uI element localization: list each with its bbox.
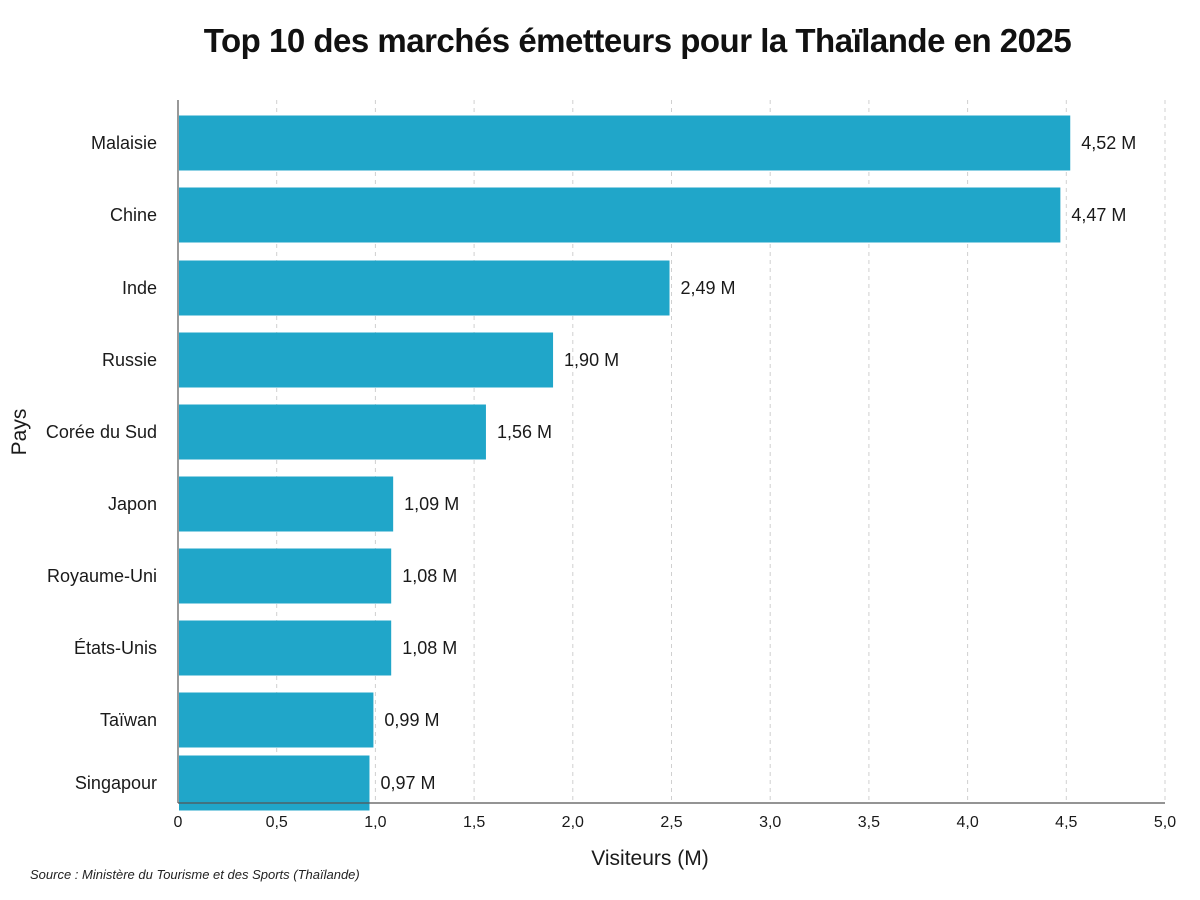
x-tick-label: 4,0 [956, 814, 978, 831]
bar-value-label: 4,52 M [1081, 133, 1136, 153]
category-label: Inde [122, 278, 157, 298]
x-tick-label: 2,5 [660, 814, 682, 831]
x-tick-label: 0,5 [266, 814, 288, 831]
category-label: États-Unis [74, 638, 157, 658]
bar-value-label: 0,99 M [384, 710, 439, 730]
bar [179, 476, 394, 532]
x-tick-label: 3,0 [759, 814, 781, 831]
category-label: Chine [110, 205, 157, 225]
bar [179, 187, 1061, 243]
bar-value-label: 1,08 M [402, 638, 457, 658]
category-label: Taïwan [100, 710, 157, 730]
labels: 0 0,5 1,0 1,5 2,0 2,5 3,0 3,5 4,0 4,5 5,0 Malaisie 4… [46, 133, 1176, 831]
bar-value-label: 1,08 M [402, 566, 457, 586]
x-tick-label: 4,5 [1055, 814, 1077, 831]
source-note: Source : Ministère du Tourisme et des Sp… [30, 867, 360, 882]
x-tick-label: 0 [174, 814, 183, 831]
x-axis-title: Visiteurs (M) [591, 847, 708, 870]
chart-title: Top 10 des marchés émetteurs pour la Tha… [203, 22, 1072, 59]
category-label: Russie [102, 350, 157, 370]
x-tick-label: 5,0 [1154, 814, 1176, 831]
bar-value-label: 1,90 M [564, 350, 619, 370]
category-label: Corée du Sud [46, 422, 157, 442]
bars [179, 115, 1071, 811]
bar-value-label: 2,49 M [681, 278, 736, 298]
bar [179, 620, 392, 676]
bar [179, 755, 370, 811]
category-label: Japon [108, 494, 157, 514]
gridlines [276, 100, 1166, 803]
bar [179, 404, 486, 460]
x-tick-label: 1,0 [364, 814, 386, 831]
x-tick-label: 2,0 [562, 814, 584, 831]
bar [179, 332, 554, 388]
bar [179, 692, 374, 748]
y-axis-title: Pays [8, 409, 31, 456]
bar [179, 548, 392, 604]
axes [177, 100, 1165, 804]
bar-value-label: 1,56 M [497, 422, 552, 442]
category-label: Royaume-Uni [47, 566, 157, 586]
bar-value-label: 0,97 M [380, 773, 435, 793]
category-label: Singapour [75, 773, 157, 793]
bar [179, 115, 1071, 171]
bar-value-label: 1,09 M [404, 494, 459, 514]
x-tick-label: 1,5 [463, 814, 485, 831]
x-tick-label: 3,5 [858, 814, 880, 831]
category-label: Malaisie [91, 133, 157, 153]
bar-value-label: 4,47 M [1071, 205, 1126, 225]
bar [179, 260, 670, 316]
